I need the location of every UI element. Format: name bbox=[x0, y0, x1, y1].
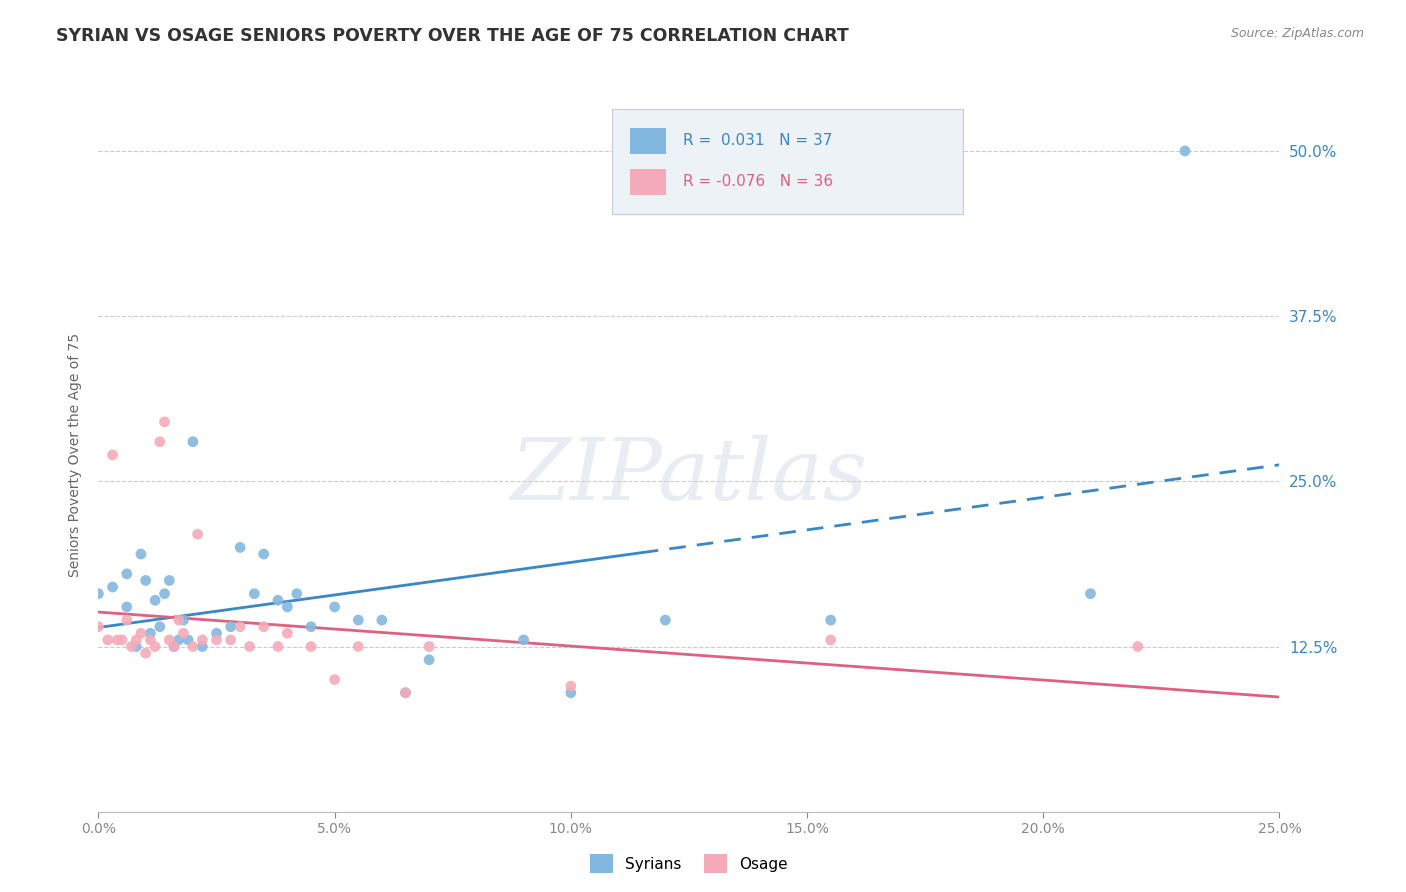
Point bbox=[323, 599, 346, 614]
Point bbox=[347, 613, 370, 627]
Point bbox=[239, 640, 262, 654]
Point bbox=[1080, 587, 1102, 601]
Point bbox=[115, 613, 138, 627]
Point bbox=[229, 620, 252, 634]
Text: R = -0.076   N = 36: R = -0.076 N = 36 bbox=[683, 175, 834, 189]
Point bbox=[394, 686, 416, 700]
Point bbox=[267, 640, 290, 654]
Point bbox=[143, 593, 166, 607]
Point bbox=[560, 679, 582, 693]
Point bbox=[139, 632, 162, 647]
Point bbox=[205, 626, 228, 640]
Point bbox=[172, 626, 194, 640]
Point bbox=[371, 613, 394, 627]
Point bbox=[820, 613, 842, 627]
Legend: Syrians, Osage: Syrians, Osage bbox=[583, 848, 794, 879]
Point bbox=[229, 541, 252, 555]
Point bbox=[135, 646, 157, 660]
Point bbox=[285, 587, 308, 601]
Point bbox=[101, 580, 124, 594]
Point bbox=[97, 632, 120, 647]
Point bbox=[153, 415, 176, 429]
Point bbox=[157, 632, 180, 647]
Point bbox=[125, 640, 148, 654]
Point bbox=[115, 599, 138, 614]
Point bbox=[135, 574, 157, 588]
Point bbox=[276, 599, 298, 614]
Text: SYRIAN VS OSAGE SENIORS POVERTY OVER THE AGE OF 75 CORRELATION CHART: SYRIAN VS OSAGE SENIORS POVERTY OVER THE… bbox=[56, 27, 849, 45]
Point bbox=[153, 587, 176, 601]
Point bbox=[1126, 640, 1149, 654]
Point bbox=[191, 640, 214, 654]
Point bbox=[163, 640, 186, 654]
Point bbox=[187, 527, 209, 541]
Point bbox=[299, 620, 322, 634]
Point bbox=[820, 632, 842, 647]
Point bbox=[111, 632, 134, 647]
Point bbox=[253, 547, 276, 561]
Point bbox=[105, 632, 128, 647]
Point bbox=[129, 626, 152, 640]
Point bbox=[163, 640, 186, 654]
Point bbox=[167, 632, 190, 647]
Point bbox=[560, 686, 582, 700]
Text: ZIPatlas: ZIPatlas bbox=[510, 435, 868, 517]
Point bbox=[181, 640, 204, 654]
Y-axis label: Seniors Poverty Over the Age of 75: Seniors Poverty Over the Age of 75 bbox=[67, 333, 82, 577]
Point bbox=[418, 640, 440, 654]
Point bbox=[191, 632, 214, 647]
Point bbox=[394, 686, 416, 700]
Point bbox=[299, 640, 322, 654]
Point bbox=[101, 448, 124, 462]
Point bbox=[121, 640, 143, 654]
Point bbox=[149, 620, 172, 634]
Point bbox=[129, 547, 152, 561]
Point bbox=[87, 620, 110, 634]
Point bbox=[115, 566, 138, 581]
Point bbox=[87, 587, 110, 601]
Point bbox=[243, 587, 266, 601]
Point bbox=[143, 640, 166, 654]
Point bbox=[654, 613, 676, 627]
Point bbox=[418, 653, 440, 667]
Text: Source: ZipAtlas.com: Source: ZipAtlas.com bbox=[1230, 27, 1364, 40]
Text: R =  0.031   N = 37: R = 0.031 N = 37 bbox=[683, 134, 832, 148]
Point bbox=[347, 640, 370, 654]
Point bbox=[267, 593, 290, 607]
Point bbox=[219, 620, 242, 634]
Point bbox=[139, 626, 162, 640]
Point bbox=[125, 632, 148, 647]
Point bbox=[181, 434, 204, 449]
Point bbox=[512, 632, 534, 647]
Point bbox=[219, 632, 242, 647]
Point bbox=[172, 613, 194, 627]
Point bbox=[157, 574, 180, 588]
Point bbox=[253, 620, 276, 634]
Point bbox=[323, 673, 346, 687]
Point bbox=[205, 632, 228, 647]
Point bbox=[276, 626, 298, 640]
Point bbox=[1174, 144, 1197, 158]
Point bbox=[149, 434, 172, 449]
Point bbox=[167, 613, 190, 627]
Point bbox=[177, 632, 200, 647]
